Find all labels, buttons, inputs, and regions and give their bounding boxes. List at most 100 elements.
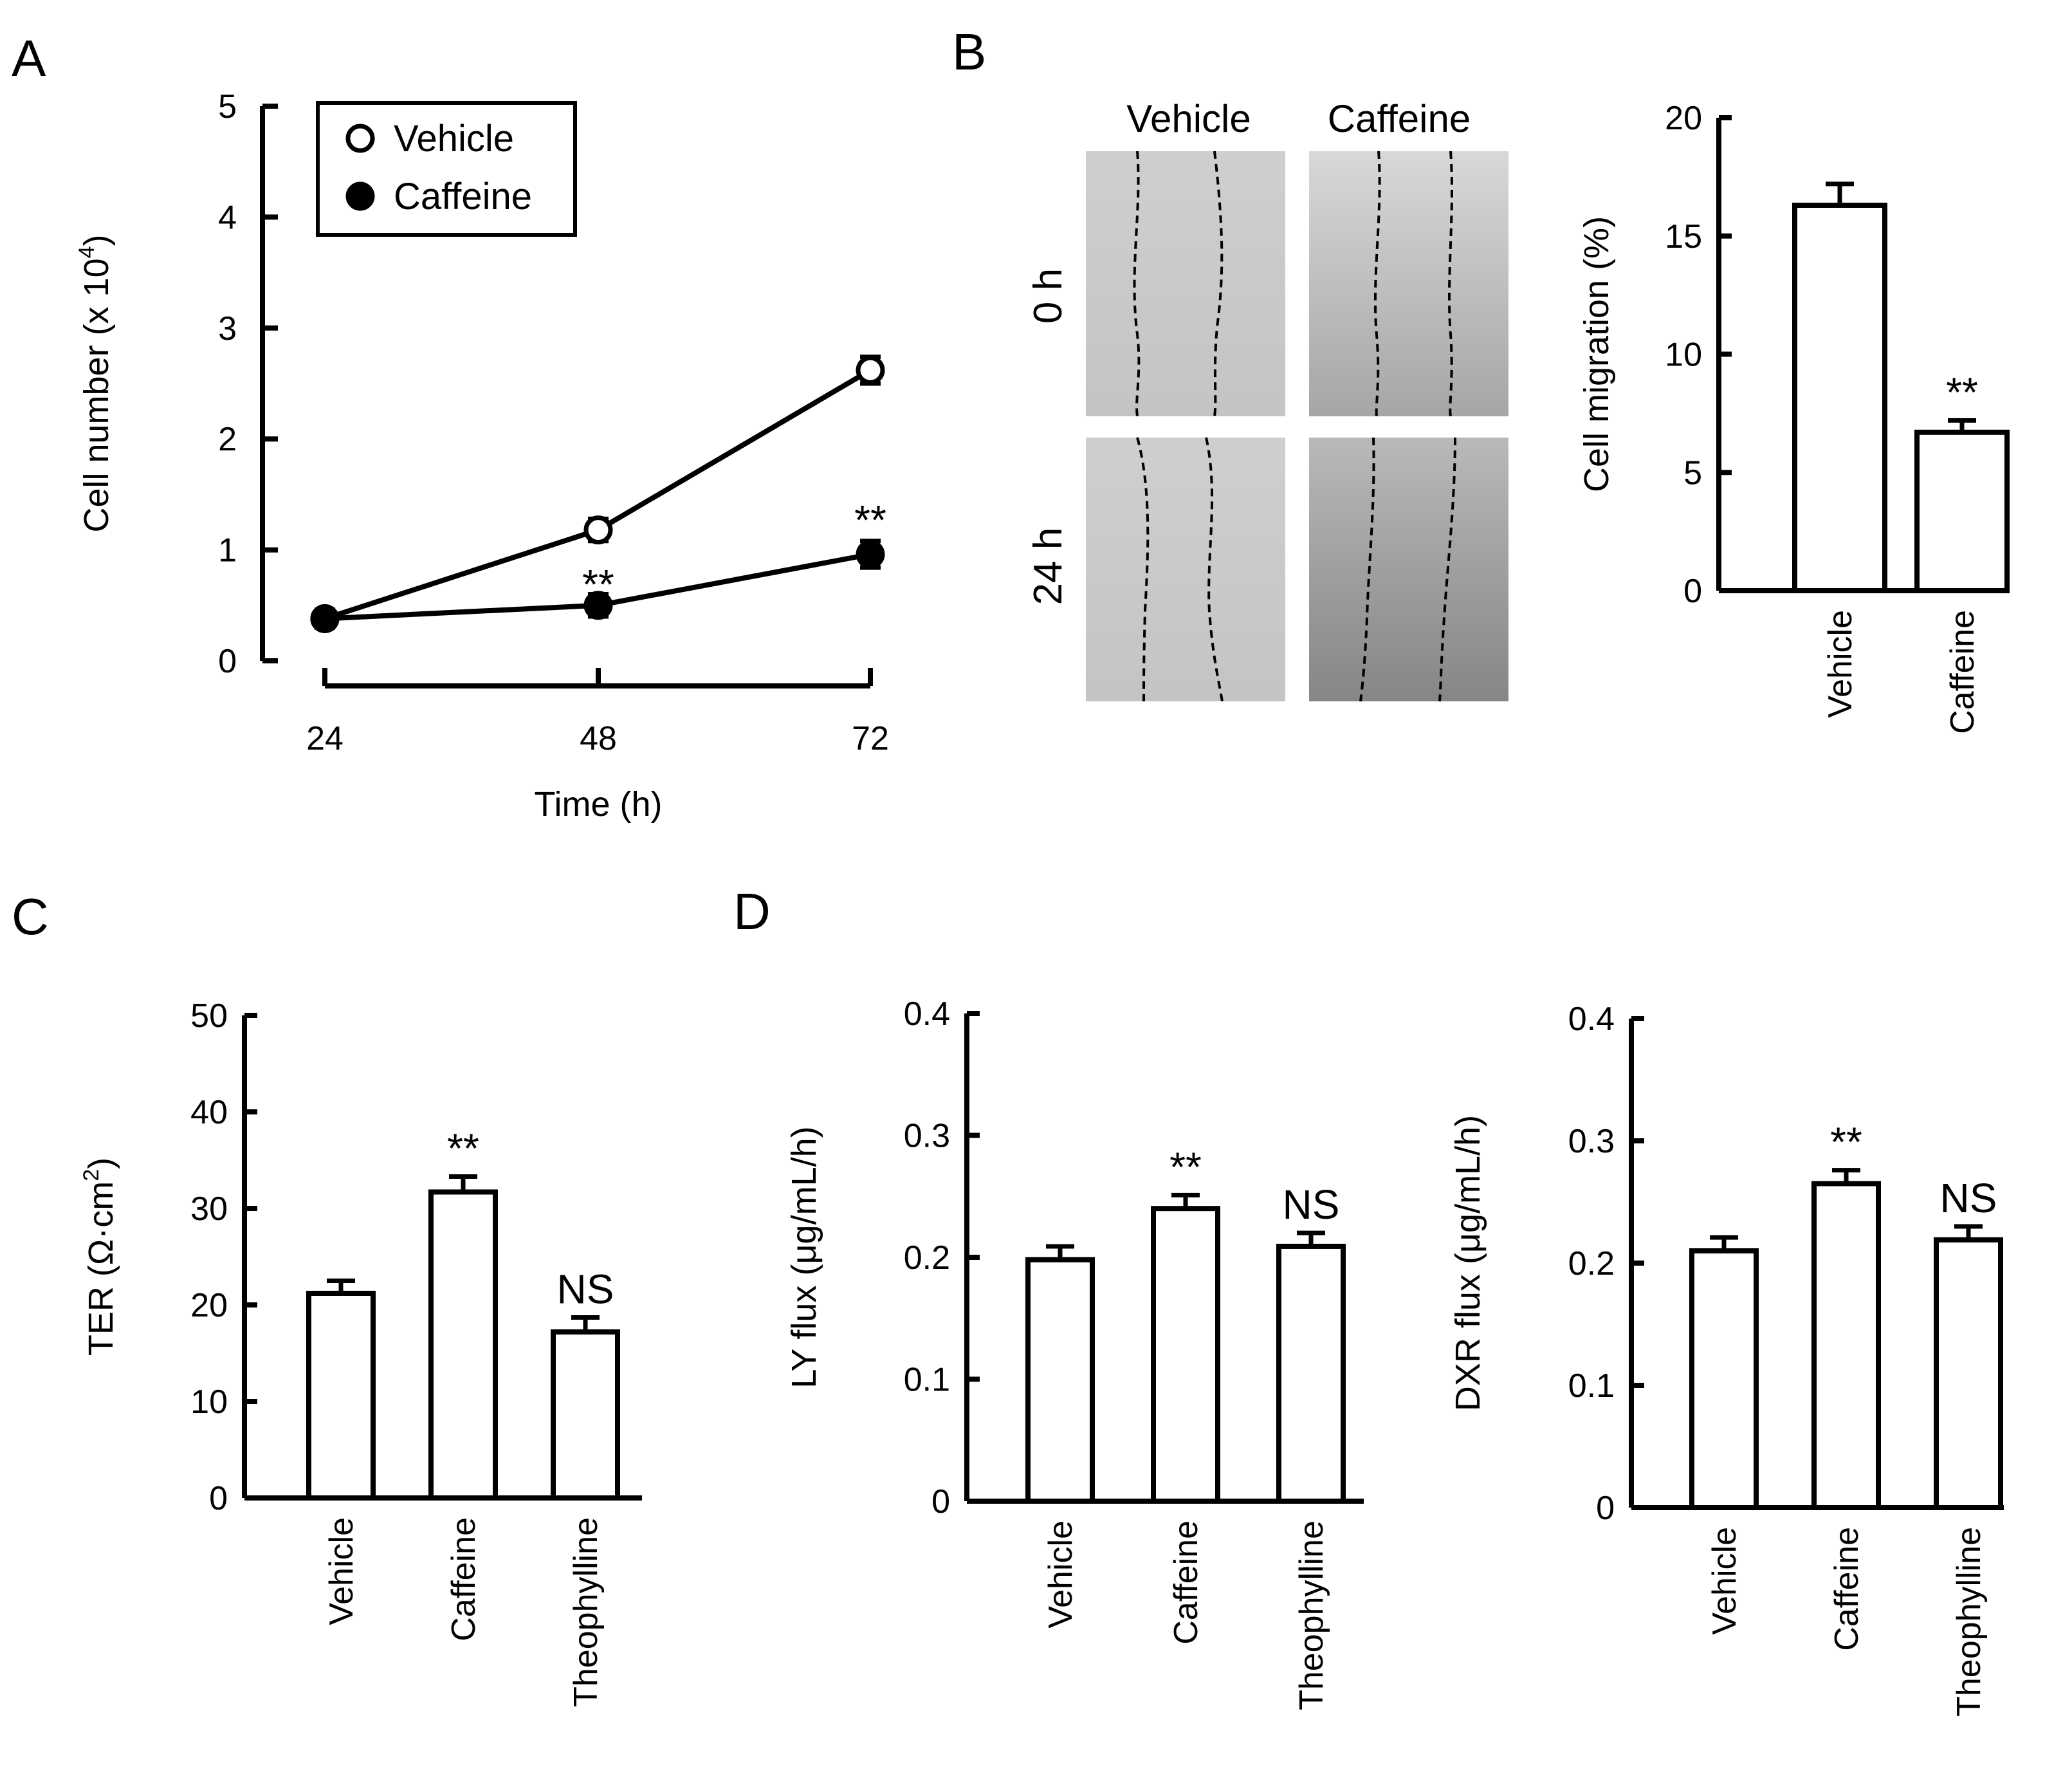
chart-d-dxr-flux: 0 0.1 0.2 0.3 0.4 DXR flux (μg/mL/h) Vehicle Ca… bbox=[1449, 1001, 2004, 1717]
legend-label-caffeine: Caffeine bbox=[394, 176, 532, 217]
y-tick-label: 5 bbox=[1683, 454, 1702, 492]
y-tick-label: 40 bbox=[190, 1094, 228, 1131]
y-tick-label: 0 bbox=[1683, 573, 1702, 610]
x-tick-label: Caffeine bbox=[1168, 1520, 1205, 1645]
wound-edge-vehicle-24h-right bbox=[1205, 437, 1224, 702]
y-tick-label: 20 bbox=[190, 1287, 228, 1324]
y-tick-label: 0.3 bbox=[1568, 1123, 1615, 1160]
panel-letter-c: C bbox=[12, 888, 49, 945]
y-tick-label: 50 bbox=[190, 997, 228, 1035]
y-tick-label: 15 bbox=[1665, 218, 1702, 255]
y-tick-label: 0.4 bbox=[904, 995, 950, 1033]
chart-d-ly-flux: 0 0.1 0.2 0.3 0.4 LY flux (μg/mL/h) Vehicle Caf… bbox=[785, 995, 1364, 1710]
y-axis-label: LY flux (μg/mL/h) bbox=[785, 1126, 823, 1388]
y-tick-label: 0 bbox=[931, 1483, 950, 1520]
significance-marker: ** bbox=[854, 497, 886, 543]
y-tick-label: 0 bbox=[1596, 1490, 1615, 1527]
chart-c-ter: 0 10 20 30 40 50 TER (Ω·cm2) Vehicle Caffeine ** T… bbox=[79, 997, 642, 1707]
data-point-caffeine bbox=[583, 591, 613, 620]
micrograph-vehicle-24h bbox=[1086, 438, 1285, 701]
micrograph-vehicle-0h bbox=[1086, 151, 1285, 416]
bar bbox=[1276, 1243, 1346, 1504]
ns-label: NS bbox=[1940, 1175, 1997, 1221]
y-tick-label: 0.4 bbox=[1568, 1001, 1615, 1038]
y-axis-label: TER (Ω·cm2) bbox=[79, 1158, 120, 1356]
y-tick-label: 4 bbox=[218, 199, 237, 236]
data-point-caffeine bbox=[310, 604, 340, 633]
data-point-caffeine bbox=[856, 539, 885, 569]
y-tick-label: 30 bbox=[190, 1190, 228, 1228]
micrograph-row-24h: 24 h bbox=[1026, 528, 1070, 605]
chart-a-cell-number: 0 1 2 3 4 5 24 48 72 Time (h) Cell number (x 104) *… bbox=[75, 88, 889, 824]
legend-label-vehicle: Vehicle bbox=[394, 118, 514, 160]
x-tick-label: Vehicle bbox=[1822, 610, 1859, 718]
wound-edge-caffeine-0h-right bbox=[1447, 151, 1454, 417]
micrograph-caffeine-0h bbox=[1309, 151, 1508, 416]
bar bbox=[551, 1329, 620, 1501]
bar bbox=[1934, 1237, 2003, 1511]
y-tick-label: 0.3 bbox=[904, 1118, 950, 1155]
micrograph-caffeine-24h bbox=[1309, 438, 1508, 701]
y-tick-label: 0 bbox=[218, 643, 237, 680]
y-axis-label: DXR flux (μg/mL/h) bbox=[1449, 1115, 1487, 1411]
panel-letter-b: B bbox=[952, 23, 986, 80]
significance-marker: ** bbox=[1169, 1143, 1202, 1190]
y-tick-label: 20 bbox=[1665, 100, 1702, 137]
bar bbox=[1792, 202, 1887, 594]
bar bbox=[1689, 1248, 1759, 1510]
significance-marker: ** bbox=[1946, 369, 1978, 415]
panel-letter-d: D bbox=[733, 883, 771, 940]
wound-edge-caffeine-0h-left bbox=[1373, 151, 1381, 417]
bar bbox=[428, 1189, 498, 1501]
legend-marker-vehicle bbox=[345, 124, 375, 153]
micrograph-col-vehicle: Vehicle bbox=[1126, 97, 1251, 140]
y-tick-label: 0.2 bbox=[1568, 1245, 1615, 1282]
bar bbox=[1151, 1206, 1220, 1504]
bar bbox=[1811, 1181, 1881, 1510]
x-tick-label: Vehicle bbox=[1706, 1527, 1743, 1635]
x-axis-label: Time (h) bbox=[535, 785, 663, 824]
x-tick-label: Theophylline bbox=[567, 1517, 605, 1707]
y-tick-label: 3 bbox=[218, 310, 237, 347]
y-tick-label: 0.1 bbox=[904, 1362, 950, 1399]
data-point-vehicle bbox=[856, 355, 885, 385]
x-tick-label: 24 bbox=[306, 720, 344, 757]
micrograph-row-0h: 0 h bbox=[1026, 268, 1070, 324]
bar bbox=[306, 1291, 376, 1501]
x-tick-label: Caffeine bbox=[1828, 1527, 1866, 1651]
x-tick-label: Theophylline bbox=[1950, 1527, 1988, 1717]
bar bbox=[1914, 429, 2010, 594]
y-axis-label: Cell number (x 104) bbox=[75, 234, 116, 532]
micrograph-grid: Vehicle Caffeine 0 h 24 h bbox=[1026, 97, 1508, 702]
x-tick-label: Vehicle bbox=[323, 1517, 360, 1625]
ns-label: NS bbox=[557, 1266, 614, 1313]
chart-b-cell-migration: 0 5 10 15 20 Cell migration (%) Vehicle Caffein… bbox=[1577, 100, 2010, 734]
y-tick-label: 5 bbox=[218, 88, 237, 125]
significance-marker: ** bbox=[1830, 1119, 1862, 1165]
significance-marker: ** bbox=[582, 561, 614, 607]
y-tick-label: 10 bbox=[190, 1383, 228, 1421]
x-tick-label: Theophylline bbox=[1293, 1520, 1330, 1710]
micrograph-col-caffeine: Caffeine bbox=[1328, 97, 1471, 140]
legend-marker-caffeine bbox=[345, 181, 375, 211]
x-tick-label: Caffeine bbox=[1944, 610, 1981, 734]
panel-letter-a: A bbox=[12, 30, 46, 87]
wound-edge-vehicle-24h-left bbox=[1136, 437, 1150, 702]
y-tick-label: 0.1 bbox=[1568, 1367, 1615, 1405]
y-tick-label: 0.2 bbox=[904, 1239, 950, 1277]
significance-marker: ** bbox=[447, 1125, 479, 1172]
x-tick-label: 72 bbox=[852, 720, 889, 757]
x-tick-label: 48 bbox=[580, 720, 617, 757]
bar bbox=[1025, 1257, 1095, 1504]
ns-label: NS bbox=[1283, 1181, 1340, 1228]
y-tick-label: 2 bbox=[218, 421, 237, 458]
wound-edge-vehicle-0h-right bbox=[1213, 151, 1224, 417]
y-tick-label: 1 bbox=[218, 532, 237, 569]
y-axis-label: Cell migration (%) bbox=[1577, 216, 1616, 492]
x-tick-label: Vehicle bbox=[1042, 1520, 1079, 1629]
x-tick-label: Caffeine bbox=[445, 1517, 482, 1641]
data-point-vehicle bbox=[583, 515, 613, 545]
y-tick-label: 10 bbox=[1665, 337, 1702, 374]
y-tick-label: 0 bbox=[209, 1480, 228, 1517]
